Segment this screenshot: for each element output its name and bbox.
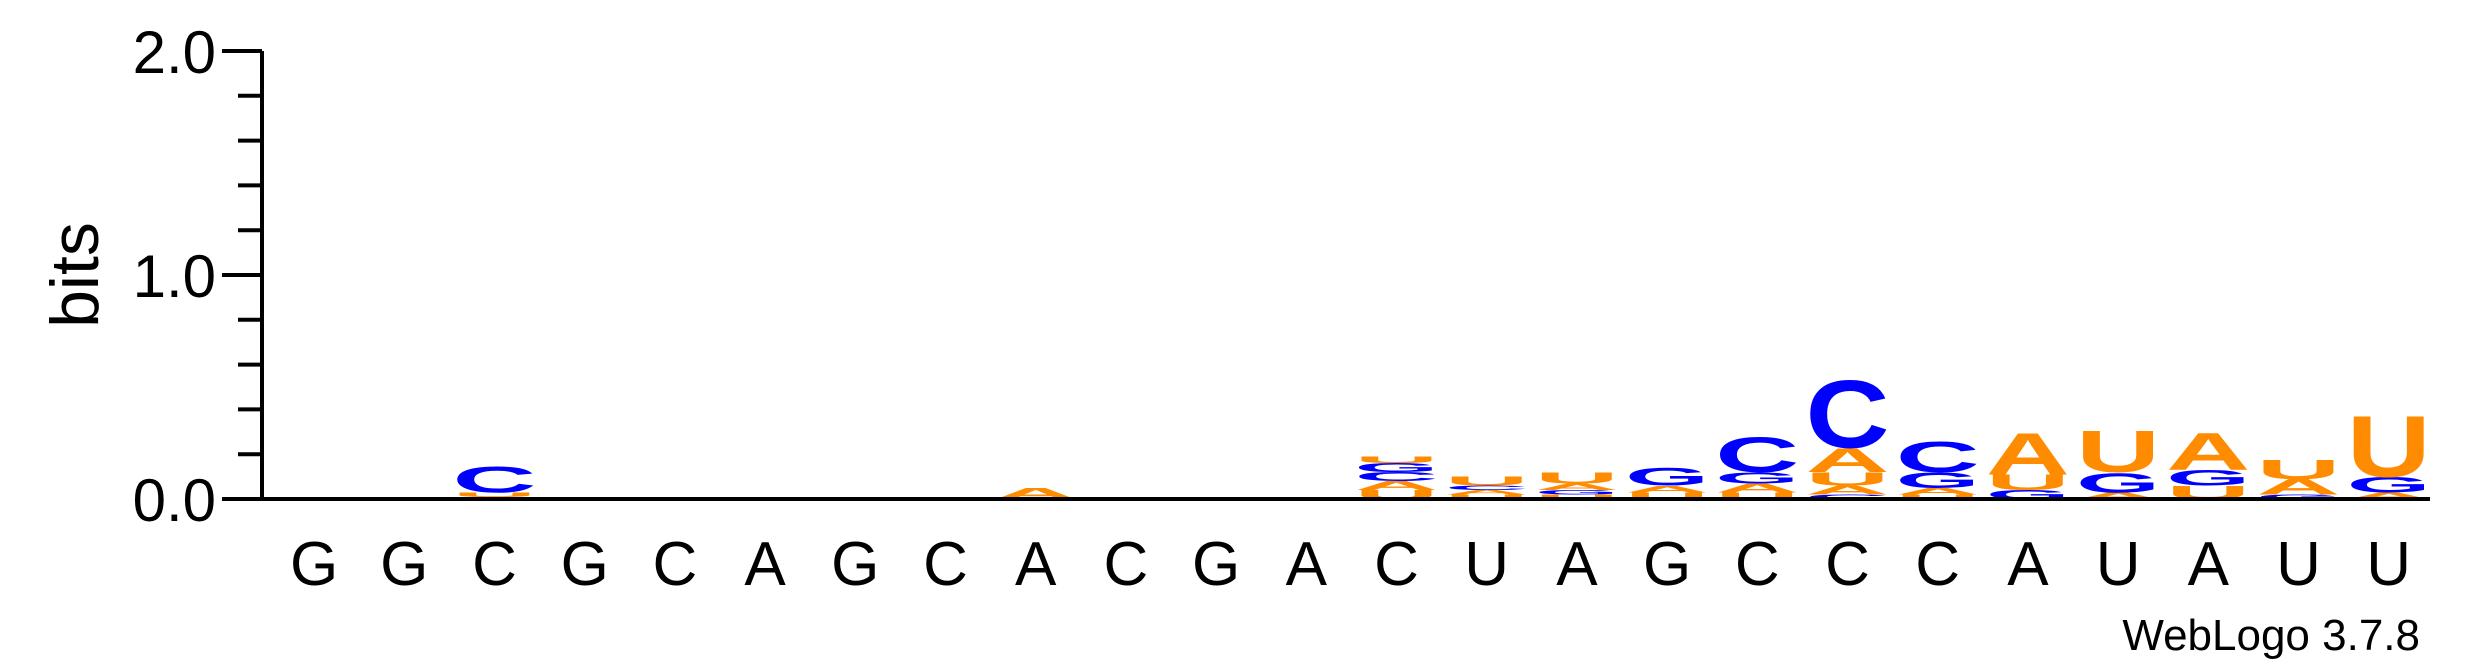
x-tick-label: U: [2366, 530, 2411, 599]
x-tick-label: G: [1643, 530, 1691, 599]
logo-letter-c: C: [1715, 427, 1799, 483]
x-tick-label: C: [653, 530, 698, 599]
x-tick-label: C: [1735, 530, 1780, 599]
logo-letter-g: G: [2076, 467, 2160, 498]
x-tick-label: C: [1825, 530, 1870, 599]
y-tick-label: 0.0: [133, 467, 216, 534]
logo-letter-u: U: [1445, 474, 1529, 488]
weblogo-credit: WebLogo 3.7.8: [2122, 611, 2420, 660]
x-tick-label: G: [831, 530, 879, 599]
logo-letter-g: G: [2347, 472, 2431, 497]
logo-letter-u: U: [1535, 493, 1619, 500]
x-tick-label: U: [2096, 530, 2141, 599]
logo-letter-a: A: [2257, 475, 2341, 499]
logo-letter-u: U: [1896, 493, 1980, 500]
logo-stacks: AUCAUACGUUACUUGAUUAGUAGCCAUACUAGCGUAAGUU…: [453, 360, 2431, 503]
logo-letter-u: U: [2257, 453, 2341, 484]
logo-letter-u: U: [2347, 398, 2431, 495]
x-tick-label: A: [2188, 530, 2230, 599]
x-tick-label: U: [1464, 530, 1509, 599]
logo-letter-a: A: [1806, 441, 1890, 479]
logo-letter-u: U: [2076, 418, 2160, 485]
x-tick-label: A: [1556, 530, 1598, 599]
x-tick-label: G: [1192, 530, 1240, 599]
logo-letter-c: C: [453, 459, 537, 500]
logo-letter-a: A: [1715, 481, 1799, 495]
logo-letter-u: U: [1535, 469, 1619, 486]
x-tick-label: C: [1915, 530, 1960, 599]
logo-letter-a: A: [1806, 483, 1890, 497]
logo-letter-c: C: [1355, 470, 1439, 484]
y-axis-label: bits: [37, 222, 113, 328]
logo-letter-c: C: [1445, 484, 1529, 491]
logo-letter-a: A: [1445, 489, 1529, 496]
logo-letter-u: U: [1715, 491, 1799, 501]
x-tick-label: C: [1104, 530, 1149, 599]
logo-letter-a: A: [2347, 491, 2431, 501]
logo-letter-a: A: [1986, 421, 2070, 488]
logo-letter-u: U: [1355, 455, 1439, 465]
y-tick-label: 1.0: [133, 243, 216, 310]
y-axis-ticks: 0.0 1.0 2.0: [133, 19, 262, 534]
logo-letter-c: C: [1806, 360, 1890, 468]
x-tick-label: A: [744, 530, 786, 599]
x-tick-label: G: [380, 530, 428, 599]
logo-letter-g: G: [2166, 466, 2250, 491]
logo-letter-g: G: [1715, 469, 1799, 486]
logo-letter-g: G: [1625, 463, 1709, 491]
x-tick-label: U: [2276, 530, 2321, 599]
y-tick-label: 2.0: [133, 19, 216, 86]
logo-letter-a: A: [1535, 482, 1619, 492]
x-tick-label: A: [1286, 530, 1328, 599]
x-tick-label: C: [923, 530, 968, 599]
logo-letter-c: C: [1806, 493, 1890, 500]
x-tick-label: G: [290, 530, 338, 599]
x-tick-label: C: [1374, 530, 1419, 599]
logo-letter-a: A: [1896, 486, 1980, 496]
logo-letter-g: G: [1535, 489, 1619, 496]
logo-letter-u: U: [1445, 493, 1529, 500]
logo-letter-u: U: [453, 491, 537, 498]
logo-letter-a: A: [1625, 484, 1709, 494]
logo-letter-u: U: [1625, 491, 1709, 501]
logo-letter-u: U: [1806, 469, 1890, 490]
logo-letter-g: G: [1355, 461, 1439, 475]
x-tick-label: G: [561, 530, 609, 599]
logo-letter-a: A: [2166, 422, 2250, 481]
x-tick-label: A: [1015, 530, 1057, 599]
logo-letter-a: A: [1355, 479, 1439, 493]
x-tick-label: A: [2007, 530, 2049, 599]
logo-letter-g: G: [2257, 493, 2341, 500]
logo-letter-g: G: [1896, 468, 1980, 493]
logo-letter-u: U: [1986, 470, 2070, 494]
logo-letter-c: C: [1896, 432, 1980, 481]
logo-letter-a: A: [2076, 491, 2160, 501]
x-tick-label: C: [472, 530, 517, 599]
